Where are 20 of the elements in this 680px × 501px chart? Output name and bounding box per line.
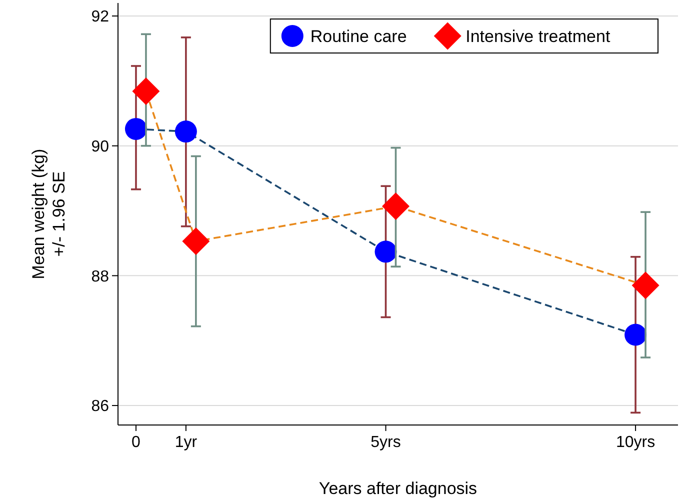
x-tick-label: 1yr: [174, 434, 198, 451]
point: [632, 272, 660, 300]
point: [174, 120, 197, 143]
y-tick-label: 88: [91, 268, 110, 286]
legend-label: Routine care: [310, 26, 407, 46]
x-tick-label: 10yrs: [616, 434, 656, 451]
y-tick-label: 92: [91, 8, 110, 26]
y-axis-title: Mean weight (kg) +/- 1.96 SE: [29, 148, 68, 280]
point: [382, 192, 410, 220]
point: [182, 228, 210, 256]
point: [124, 118, 147, 140]
point: [132, 78, 160, 106]
point: [624, 324, 647, 346]
y-tick-label: 86: [91, 398, 110, 416]
y-tick-label: 90: [91, 138, 110, 156]
x-tick-label: 0: [132, 434, 141, 451]
x-axis-title: Years after diagnosis: [318, 479, 478, 498]
x-tick-label: 5yrs: [370, 434, 401, 451]
legend-label: Intensive treatment: [466, 26, 610, 46]
point: [374, 240, 397, 263]
